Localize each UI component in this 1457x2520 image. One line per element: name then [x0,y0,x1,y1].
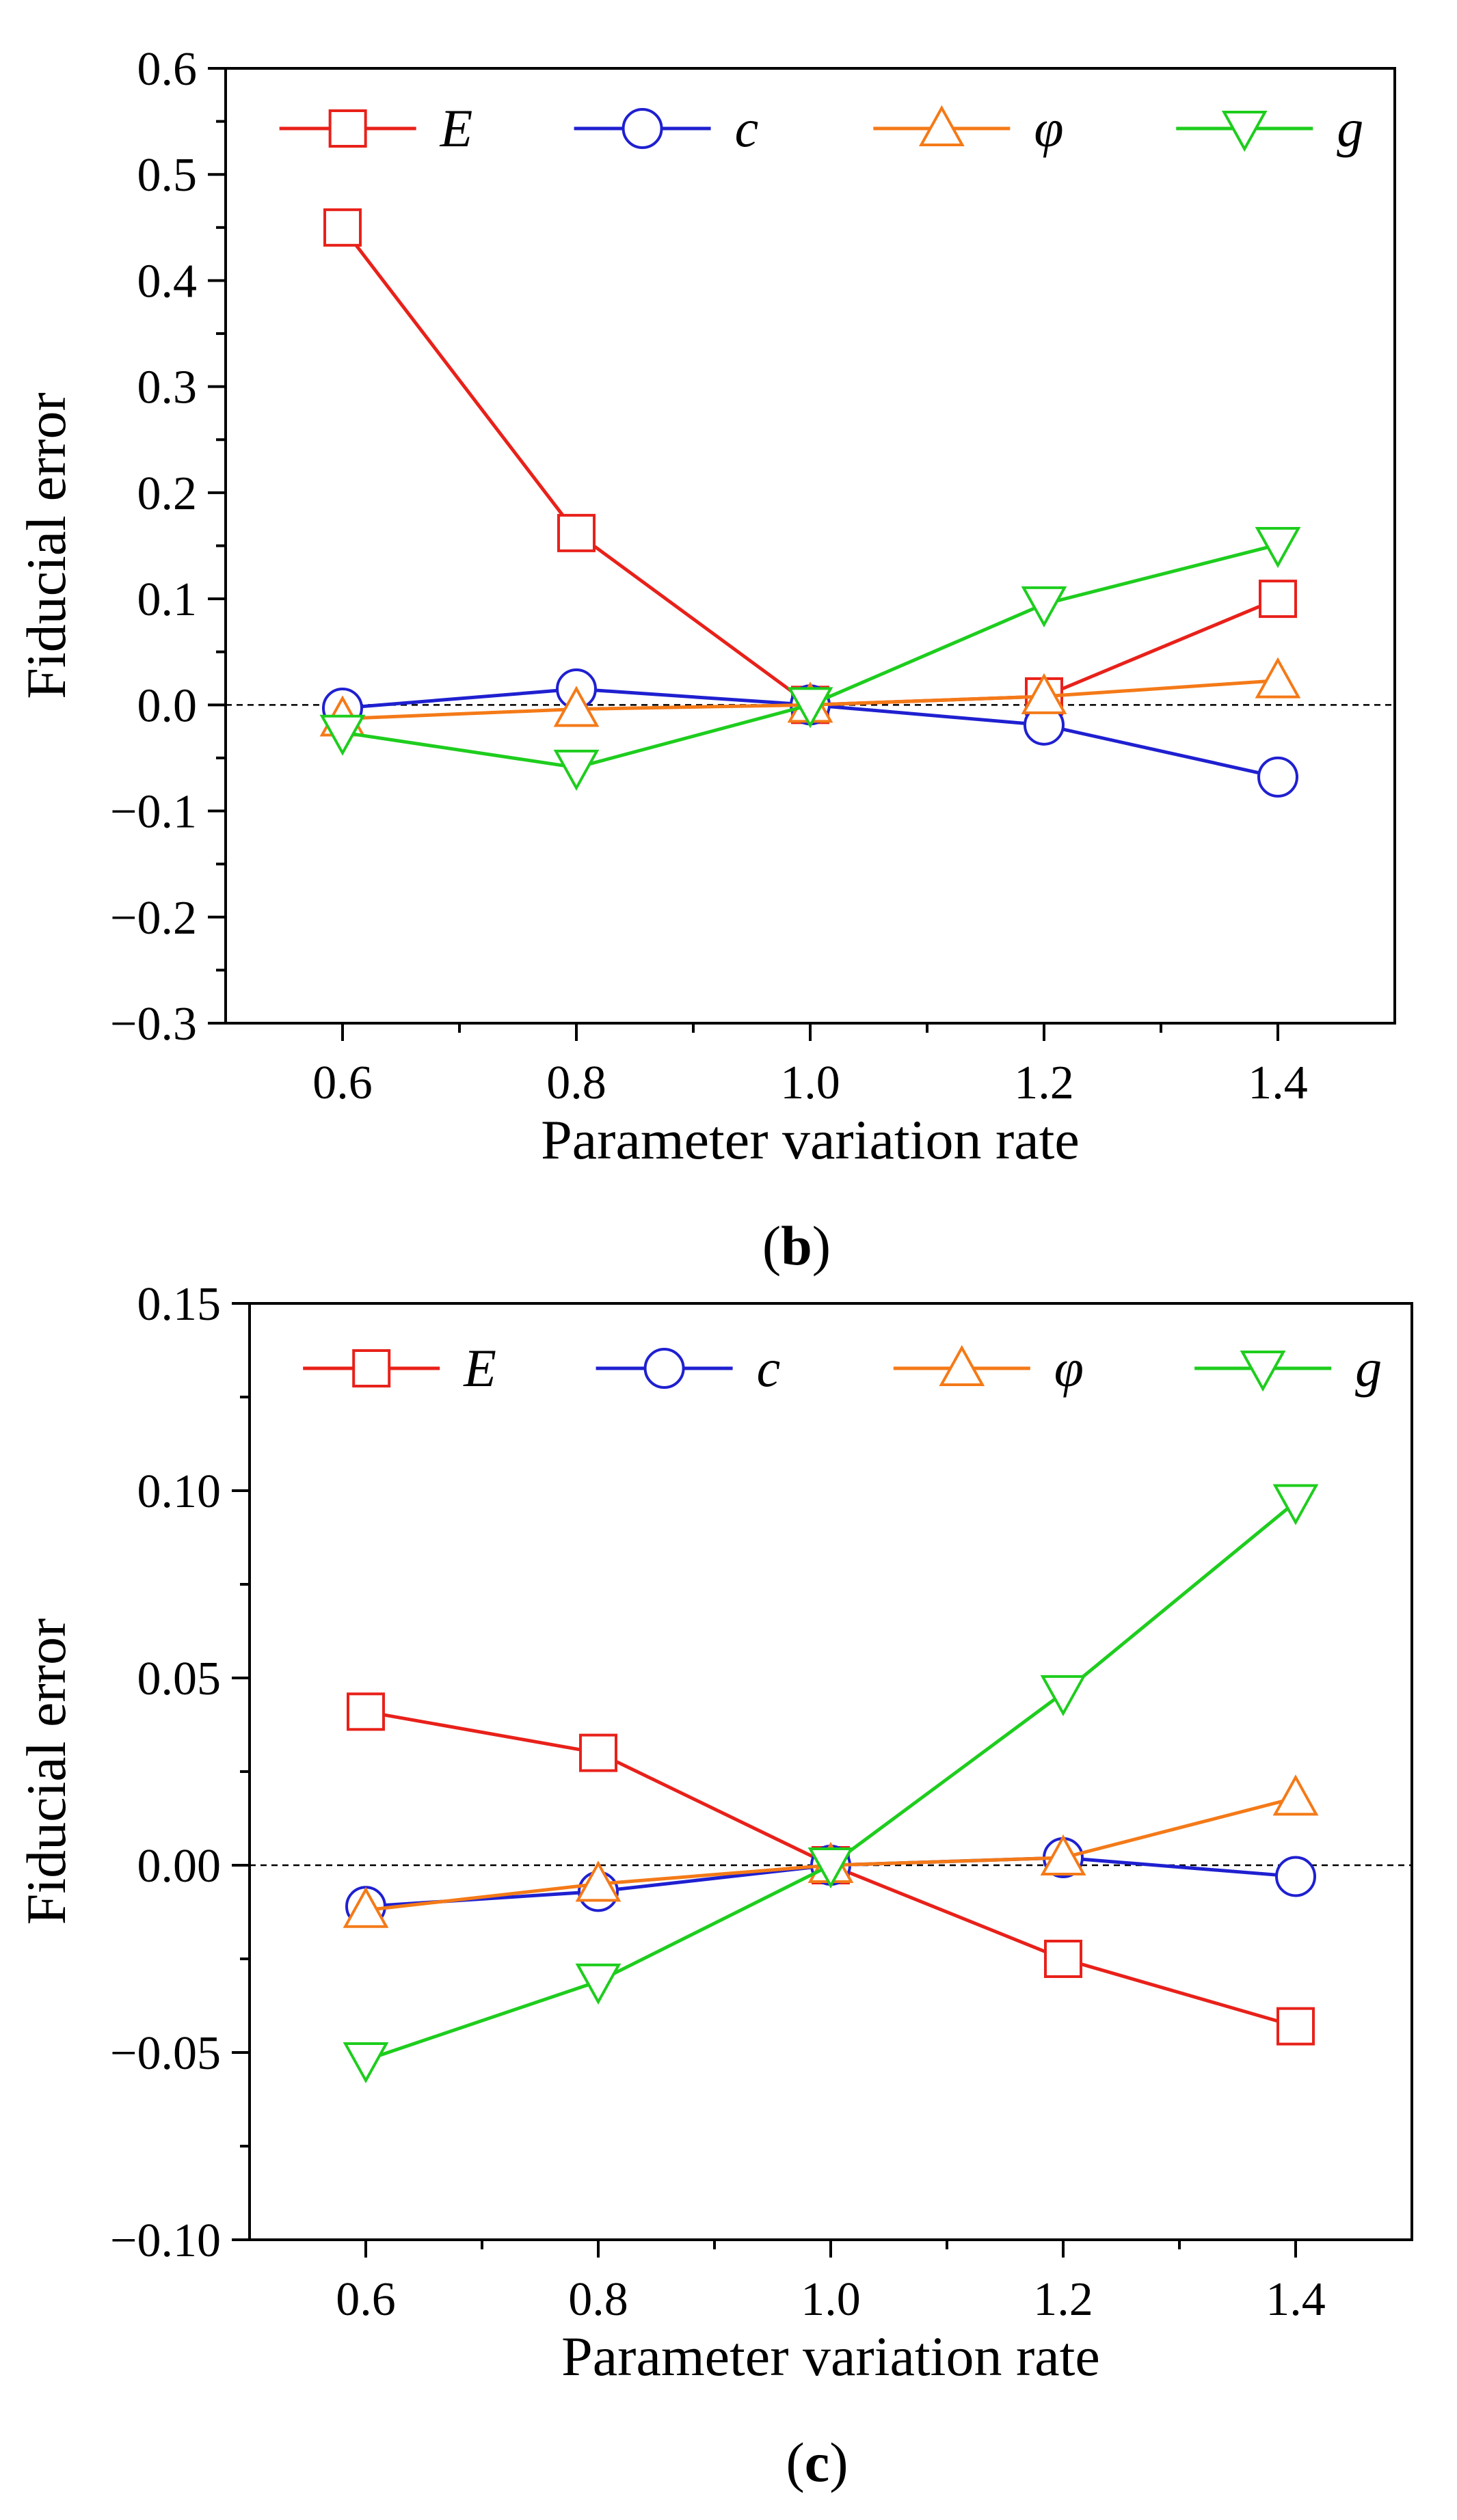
data-point-E [1259,580,1297,619]
y-tick-label: 0.6 [137,43,198,96]
legend-marker-phi [939,1344,985,1386]
plot-frame [248,1302,1413,2241]
x-axis-label: Parameter variation rate [561,2325,1100,2387]
y-tick-label: 0.00 [137,1840,222,1893]
data-point-phi [1021,673,1067,714]
legend-marker-c [621,108,663,149]
legend-label-c: c [757,1338,781,1398]
panel-label: (c) [786,2431,848,2493]
y-tick-label: −0.3 [110,998,197,1051]
chart-panel-c: −0.10 −0.05 0.00 0.05 0.10 0.15 0.6 0.8 1.0 1.2 1.… [15,1278,1413,2493]
x-tick-label: 0.6 [312,1057,373,1109]
legend-label-g: g [1337,98,1363,158]
chart-panel-b: −0.3 −0.2 −0.1 0.0 0.1 0.2 0.3 0.4 0.5 0.6 0.6 0.8 1… [15,43,1396,1277]
y-tick-label: 0.2 [137,468,198,520]
y-axis-label: Fiducial error [15,1618,77,1925]
legend-marker-g [1240,1351,1286,1392]
data-point-g [1272,1484,1319,1526]
data-point-g [1021,586,1067,627]
y-tick-label: 0.3 [137,362,198,414]
data-point-g [1255,526,1301,569]
legend-label-phi: φ [1054,1338,1084,1398]
x-axis-label: Parameter variation rate [541,1109,1080,1171]
data-point-g [553,749,600,791]
y-tick-label: 0.1 [137,573,198,626]
data-point-g [1040,1675,1086,1717]
data-point-phi [1272,1774,1319,1816]
data-point-E [1044,1940,1082,1978]
legend-label-g: g [1355,1338,1382,1398]
legend-label-c: c [735,98,759,158]
series-line-E [341,226,1279,707]
data-point-E [557,513,596,552]
x-tick-label: 0.6 [336,2273,396,2326]
data-point-E [579,1733,617,1772]
x-tick-label: 1.2 [1014,1057,1074,1109]
legend-label-E: E [440,98,473,158]
data-point-phi [1255,657,1301,699]
legend-marker-c [643,1348,685,1389]
data-point-g [319,714,366,756]
y-tick-label: 0.15 [137,1278,222,1331]
panel-label: (b) [762,1215,831,1277]
y-tick-label: 0.5 [137,149,198,202]
y-tick-label: 0.05 [137,1653,222,1705]
y-tick-label: 0.0 [137,679,198,732]
x-tick-label: 0.8 [568,2273,628,2326]
legend-marker-E [328,109,367,148]
data-point-phi [575,1860,621,1902]
x-tick-label: 1.4 [1266,2273,1326,2326]
x-tick-label: 1.0 [801,2273,861,2326]
y-tick-label: −0.05 [110,2027,221,2080]
data-point-E [323,208,362,247]
y-tick-label: −0.1 [110,786,197,839]
legend-label-E: E [463,1338,496,1398]
data-point-g [575,1963,621,2005]
data-point-phi [1040,1834,1086,1876]
y-axis-label: Fiducial error [15,392,77,699]
data-point-phi [553,686,600,727]
data-point-g [787,687,833,729]
y-tick-label: 0.10 [137,1465,222,1518]
legend-marker-g [1221,111,1268,152]
y-tick-label: −0.10 [110,2214,221,2267]
legend-marker-E [352,1349,391,1387]
series-line-g [365,1500,1297,2062]
data-point-E [347,1692,385,1731]
y-tick-label: −0.2 [110,892,197,945]
legend-label-phi: φ [1034,98,1063,158]
data-point-g [807,1847,854,1889]
x-tick-label: 1.0 [780,1057,840,1109]
data-point-E [1276,2007,1315,2046]
data-point-g [343,2042,389,2084]
data-point-c [1257,756,1298,798]
x-tick-label: 1.4 [1248,1057,1308,1109]
data-point-c [1275,1856,1316,1897]
plot-frame [224,67,1396,1025]
data-point-phi [343,1886,389,1928]
y-tick-label: 0.4 [137,255,198,308]
x-tick-label: 0.8 [546,1057,606,1109]
x-tick-label: 1.2 [1033,2273,1093,2326]
legend-marker-phi [918,105,965,146]
